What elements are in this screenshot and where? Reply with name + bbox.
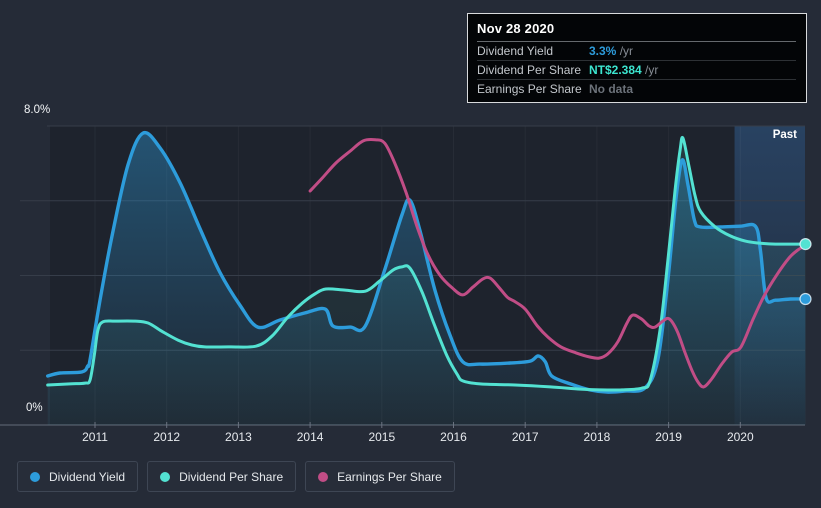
legend-label: Dividend Yield [49, 469, 126, 484]
x-tick-label: 2020 [727, 430, 754, 444]
dividend-yield-line[interactable] [46, 130, 808, 394]
x-tick-label: 2015 [368, 430, 395, 444]
x-tick-label: 2014 [297, 430, 324, 444]
chart-tooltip: Nov 28 2020 Dividend Yield 3.3% /yr Divi… [467, 13, 807, 103]
tooltip-row-earnings-per-share: Earnings Per Share No data [477, 79, 796, 98]
legend-label: Earnings Per Share [337, 469, 442, 484]
tooltip-label: Earnings Per Share [477, 82, 582, 96]
x-tick-label: 2017 [512, 430, 539, 444]
legend-dot-icon [318, 471, 329, 482]
legend-dot-icon [30, 471, 40, 482]
legend-label: Dividend Per Share [179, 469, 284, 484]
x-tick-label: 2011 [82, 430, 108, 444]
dividend-per-share-area [47, 137, 806, 425]
tooltip-label: Dividend Per Share [477, 63, 582, 77]
legend-item-dividend-per-share[interactable]: Dividend Per Share [147, 461, 297, 492]
tooltip-value-suffix: /yr [616, 44, 634, 58]
x-tick-label: 2013 [225, 430, 252, 444]
legend-item-dividend-yield[interactable]: Dividend Yield [17, 461, 139, 492]
x-tick-label: 2016 [440, 430, 467, 444]
x-tick-label: 2012 [153, 430, 180, 444]
x-axis-ticks: 2011 2012 2013 2014 2015 2016 2017 2018 2019 2020 [82, 422, 754, 444]
past-region-label: Past [772, 129, 797, 141]
y-axis-label-min: 0% [26, 402, 43, 414]
dividend-per-share-end-marker [799, 238, 812, 251]
legend-item-earnings-per-share[interactable]: Earnings Per Share [305, 461, 455, 492]
tooltip-value: 3.3% [589, 44, 617, 58]
x-tick-label: 2018 [584, 430, 611, 444]
dividend-per-share-line[interactable] [46, 135, 807, 392]
tooltip-row-dividend-yield: Dividend Yield 3.3% /yr [477, 42, 796, 60]
earnings-per-share-line[interactable] [308, 137, 805, 389]
y-axis-label-max: 8.0% [24, 104, 51, 116]
tooltip-value: NT$2.384 [589, 63, 642, 77]
tooltip-label: Dividend Yield [477, 44, 554, 58]
tooltip-value-suffix: /yr [641, 63, 659, 77]
dividend-yield-end-marker [799, 292, 812, 306]
tooltip-date: Nov 28 2020 [477, 18, 796, 42]
tooltip-row-dividend-per-share: Dividend Per Share NT$2.384 /yr [477, 60, 796, 79]
legend-dot-icon [160, 471, 171, 482]
tooltip-value: No data [589, 82, 634, 96]
x-tick-label: 2019 [655, 430, 682, 444]
chart-legend: Dividend Yield Dividend Per Share Earnin… [17, 461, 455, 492]
